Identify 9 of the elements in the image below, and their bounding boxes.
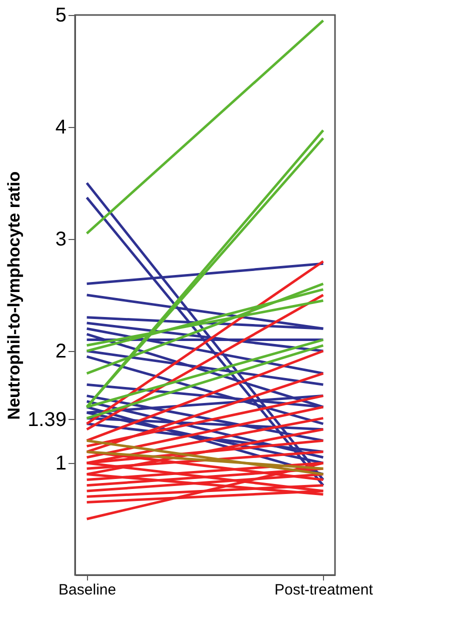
y-tick-label: 1.39 <box>28 408 66 431</box>
y-tick-label: 3 <box>55 228 66 250</box>
y-axis-title: Neutrophil-to-lymphocyte ratio <box>4 171 24 420</box>
x-tick-label: Post-treatment <box>274 582 374 598</box>
x-tick-label: Baseline <box>58 582 116 598</box>
y-tick-label: 1 <box>55 452 66 474</box>
y-tick-label: 4 <box>55 116 66 138</box>
y-tick-label: 5 <box>55 4 66 26</box>
y-tick-label: 2 <box>55 340 66 362</box>
